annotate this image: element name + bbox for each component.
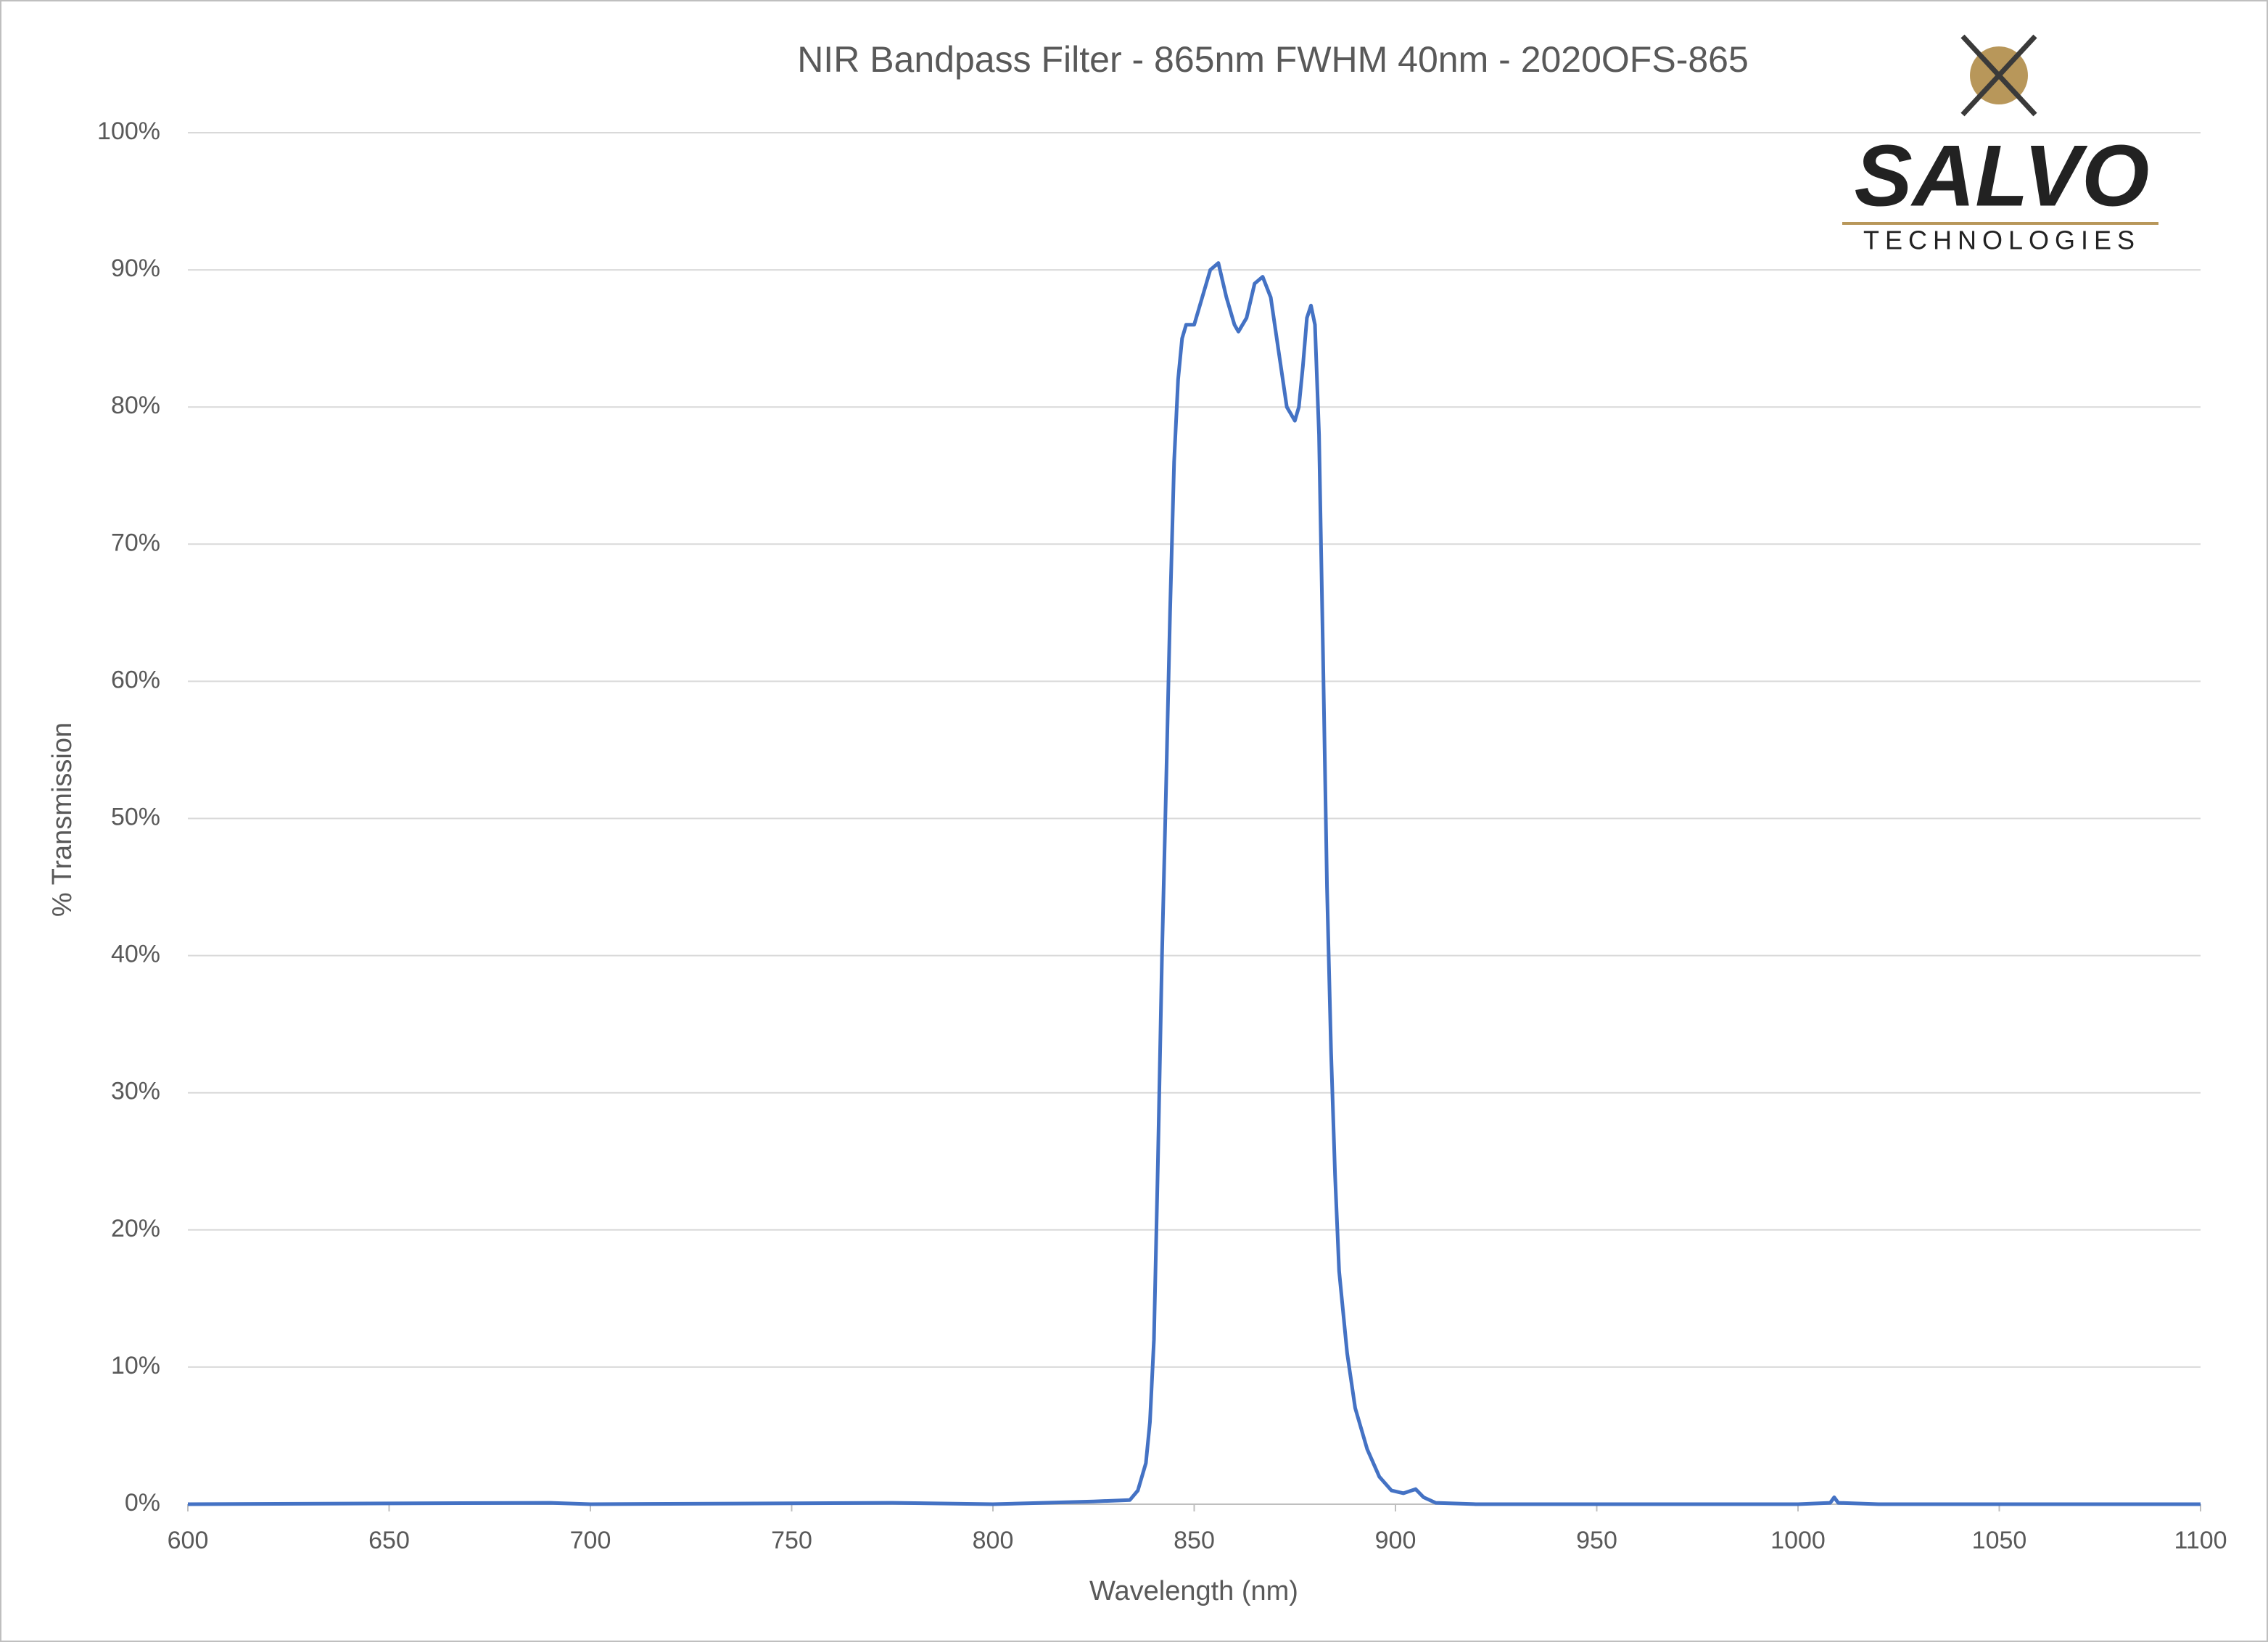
y-tick-label: 80% [111, 392, 160, 419]
x-tick-label: 900 [1375, 1527, 1417, 1554]
x-tick-label: 950 [1576, 1527, 1617, 1554]
y-tick-label: 100% [97, 117, 160, 145]
y-tick-label: 10% [111, 1352, 160, 1379]
data-line [187, 261, 2201, 1506]
x-tick-label: 700 [570, 1527, 611, 1554]
x-tick-label: 1100 [2174, 1527, 2227, 1554]
x-tick-label: 750 [771, 1527, 812, 1554]
x-tick-label: 650 [368, 1527, 410, 1554]
y-tick-label: 40% [111, 941, 160, 968]
chart-title: NIR Bandpass Filter - 865nm FWHM 40nm - … [797, 39, 1749, 80]
logo-cross [1960, 34, 2037, 117]
x-tick-label: 850 [1174, 1527, 1215, 1554]
y-tick-label: 0% [125, 1489, 160, 1517]
x-tick-label: 1050 [1972, 1527, 2027, 1554]
x-tick-label: 1000 [1770, 1527, 1826, 1554]
y-tick-label: 90% [111, 255, 160, 282]
y-tick-label: 20% [111, 1215, 160, 1242]
logo-tagline: TECHNOLOGIES [1863, 226, 2140, 255]
y-axis-label: % Transmission [47, 722, 78, 917]
y-tick-label: 60% [111, 666, 160, 693]
logo-name: SALVO [1855, 128, 2150, 225]
x-tick-label: 600 [168, 1527, 209, 1554]
x-tick-label: 800 [973, 1527, 1014, 1554]
y-tick-label: 50% [111, 803, 160, 830]
logo: SALVO TECHNOLOGIES [1842, 34, 2158, 255]
y-tick-label: 30% [111, 1078, 160, 1105]
y-tick-label: 70% [111, 529, 160, 556]
x-axis-label: Wavelength (nm) [1089, 1576, 1298, 1606]
